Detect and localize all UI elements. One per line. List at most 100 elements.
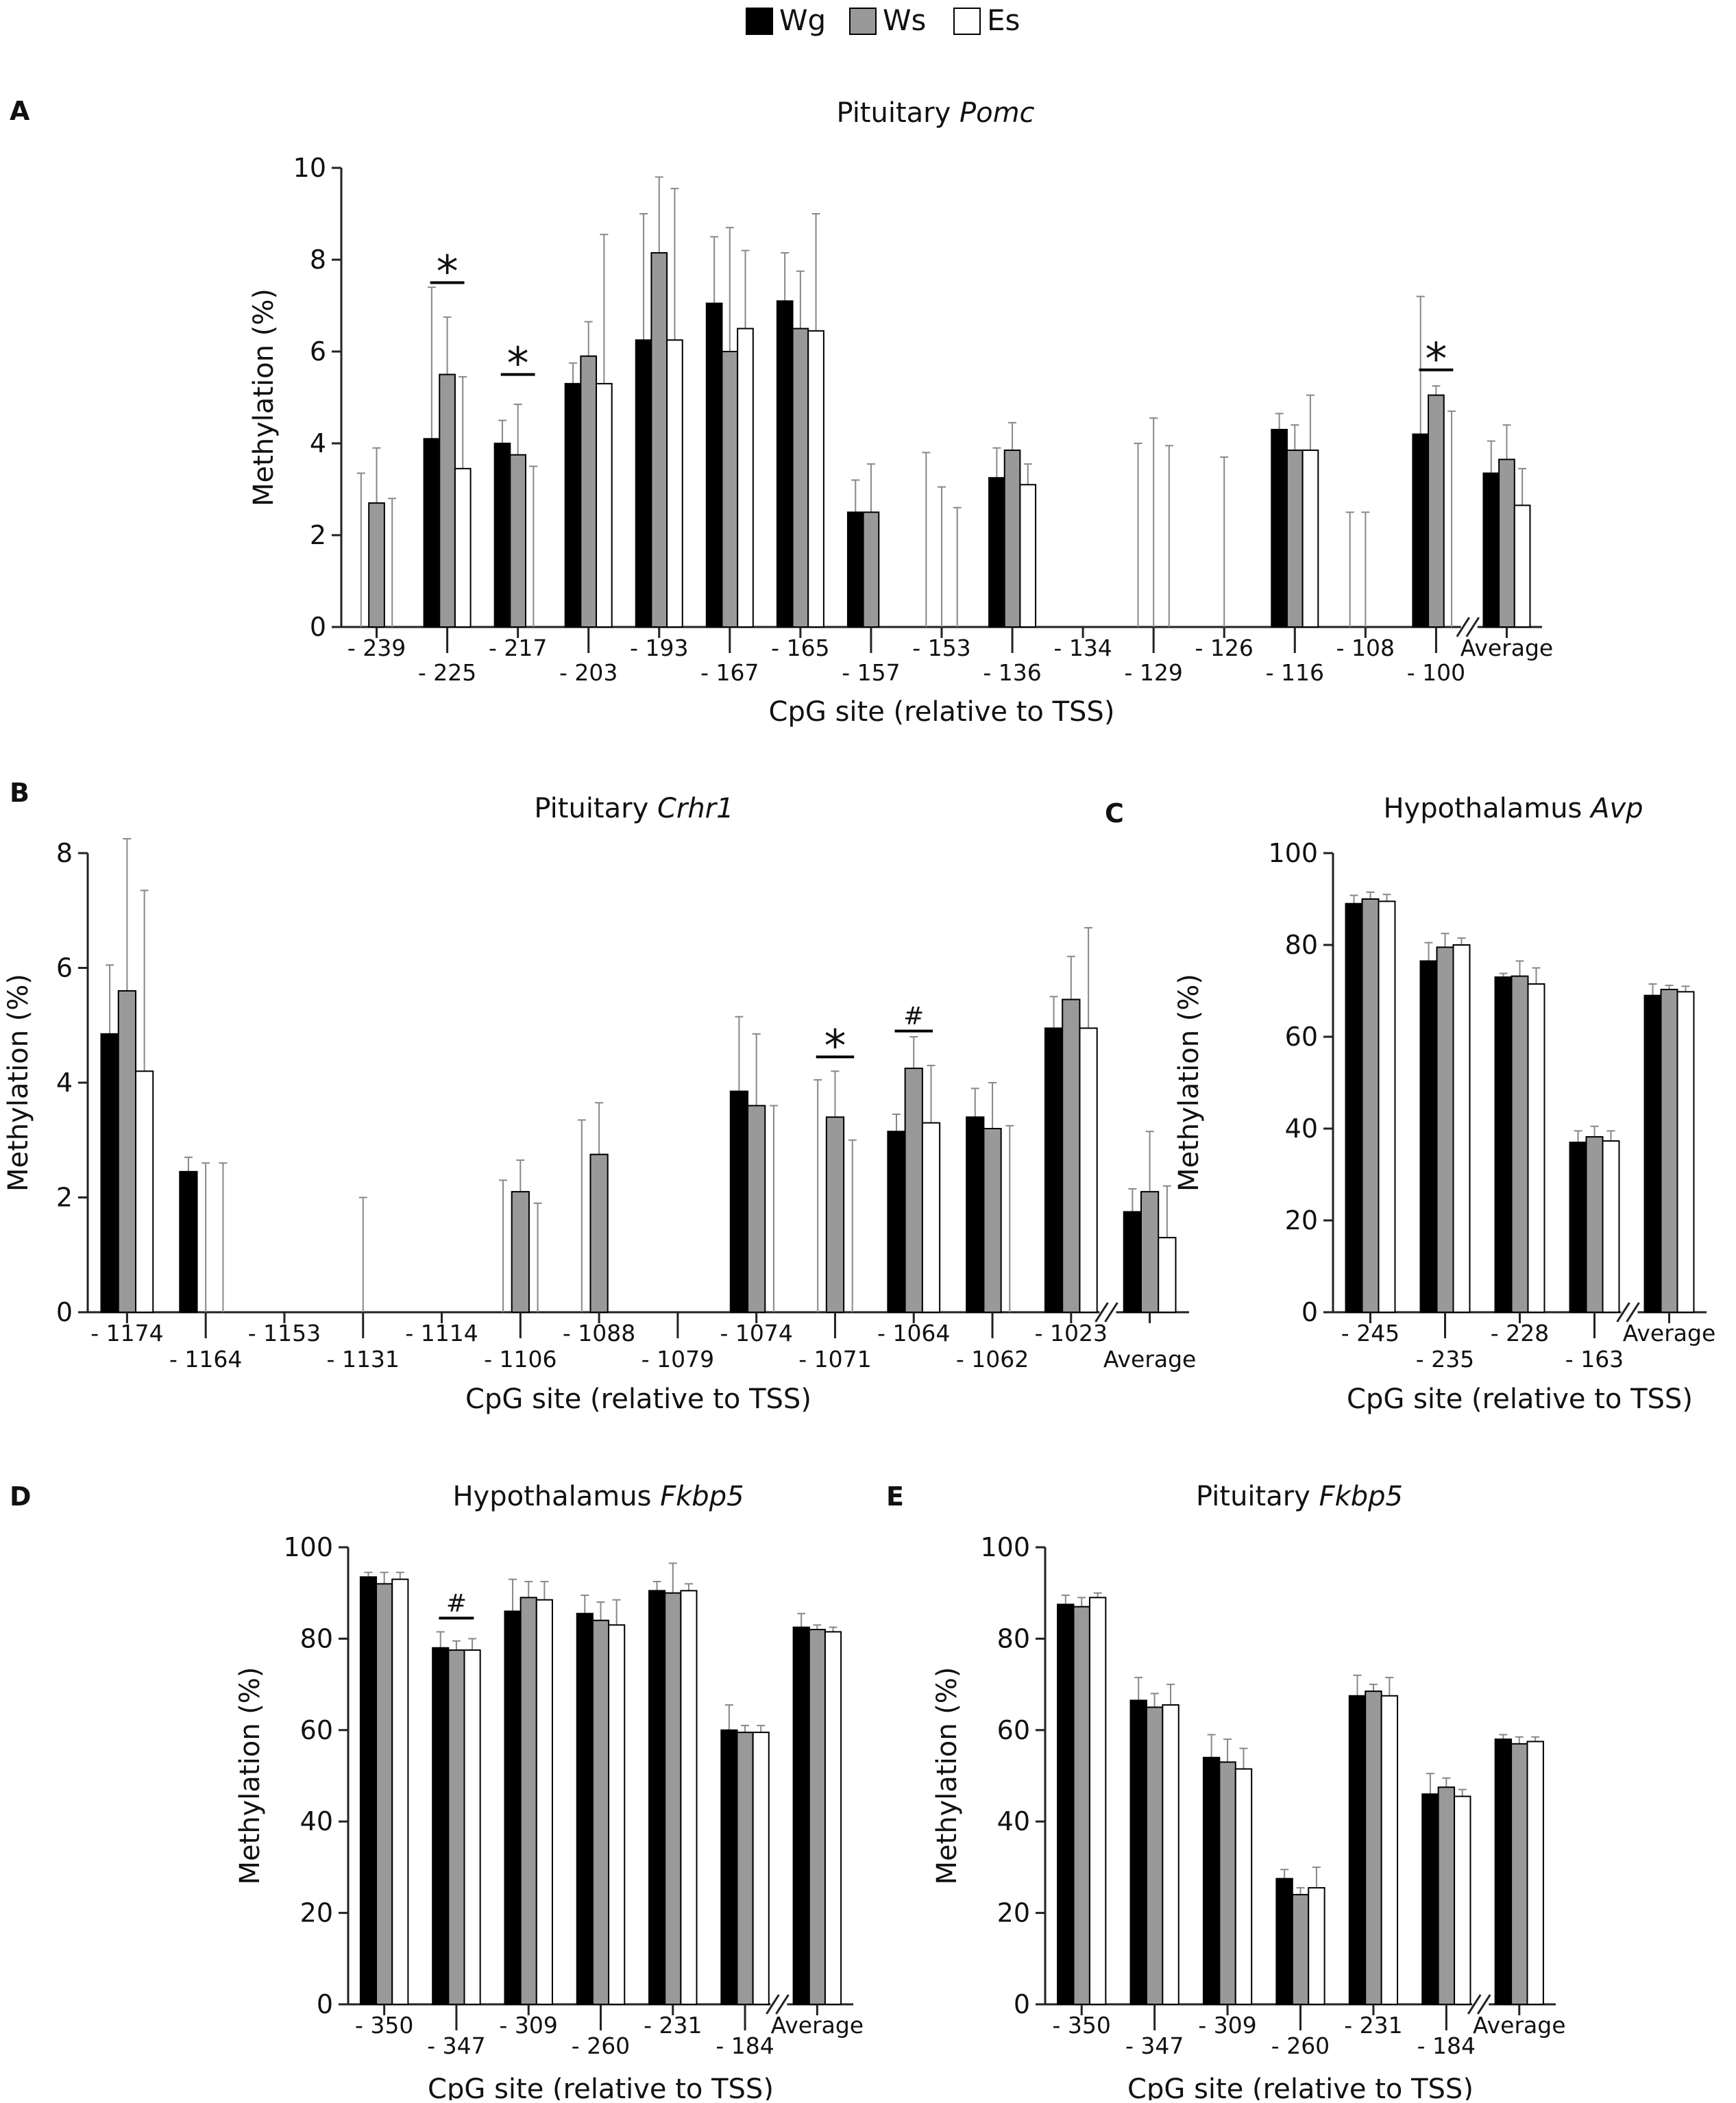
axis-break-mark — [1095, 1302, 1109, 1323]
bar-wg — [100, 1033, 119, 1313]
x-tick-label: - 108 — [1336, 635, 1395, 661]
y-tick-label: 4 — [56, 1068, 73, 1098]
bar-ws — [591, 1619, 610, 2005]
bar-ws — [117, 990, 137, 1313]
bar-es — [1301, 450, 1319, 628]
bar-ws — [736, 1732, 754, 2005]
bar-ws — [1436, 946, 1454, 1313]
x-tick-label: - 1114 — [405, 1320, 478, 1346]
significance-star: * — [824, 1021, 846, 1072]
chart-title: Hypothalamus Fkbp5 — [452, 1481, 744, 1512]
bar-ws — [1140, 1191, 1160, 1313]
panel-letter-a: A — [10, 96, 30, 126]
x-axis-label: CpG site (relative to TSS) — [1127, 2074, 1474, 2100]
panel-letter-e: E — [886, 1481, 904, 1512]
chart-title-gene: Pomc — [959, 97, 1035, 129]
bar-ws — [511, 1191, 530, 1313]
y-tick-label: 0 — [317, 1989, 333, 2019]
chart-title: Pituitary Pomc — [836, 97, 1034, 129]
x-tick-label: - 136 — [983, 659, 1041, 686]
x-tick-label: - 1023 — [1035, 1320, 1108, 1346]
x-tick-label: - 1062 — [956, 1346, 1029, 1373]
y-tick-label: 60 — [1285, 1022, 1318, 1052]
x-tick-label: Average — [1623, 1320, 1716, 1346]
y-tick-label: 8 — [310, 245, 326, 275]
bar-ws — [1291, 1893, 1310, 2005]
bar-ws — [808, 1629, 826, 2006]
y-axis-label: Methylation (%) — [234, 1667, 266, 1884]
bar-wg — [423, 438, 441, 628]
axis-break-mark — [775, 1994, 790, 2015]
x-axis-label: CpG site (relative to TSS) — [465, 1383, 811, 1415]
chart-title-gene: Fkbp5 — [1319, 1481, 1403, 1512]
bar-ws — [448, 1649, 465, 2005]
x-axis-label: CpG site (relative to TSS) — [1347, 1383, 1693, 1415]
x-tick-label: - 1131 — [327, 1346, 400, 1373]
axis-break-mark — [1465, 617, 1480, 637]
bar-ws — [1145, 1706, 1164, 2005]
bar-ws — [747, 1105, 766, 1313]
bar-wg — [1202, 1756, 1221, 2006]
axis-break-mark — [1616, 1302, 1630, 1323]
panel-letter-c: C — [1105, 798, 1124, 828]
y-tick-label: 40 — [300, 1806, 333, 1836]
bar-wg — [1569, 1142, 1587, 1313]
legend: Wg Ws Es — [746, 3, 1020, 37]
x-tick-label: - 1164 — [169, 1346, 242, 1373]
bar-es — [1676, 991, 1695, 1313]
x-tick-label: - 217 — [489, 635, 547, 661]
bar-es — [535, 1599, 553, 2006]
bar-es — [1454, 1795, 1471, 2005]
y-tick-label: 2 — [56, 1183, 73, 1213]
y-tick-label: 6 — [310, 336, 326, 367]
x-tick-label: - 1088 — [563, 1320, 635, 1346]
bar-es — [1526, 1741, 1544, 2006]
x-tick-label: - 1064 — [877, 1320, 950, 1346]
bar-es — [1162, 1704, 1179, 2005]
panel-letter-d: D — [10, 1481, 32, 1512]
bar-wg — [720, 1729, 738, 2006]
x-tick-label: - 1071 — [798, 1346, 871, 1373]
y-tick-label: 8 — [56, 838, 73, 868]
chart-panel-d: Hypothalamus Fkbp5 0 20 40 60 80 100 Methylatio… — [234, 1481, 864, 2103]
y-tick-label: 60 — [300, 1715, 333, 1745]
y-tick-label: 60 — [997, 1715, 1030, 1745]
x-tick-label: - 203 — [559, 659, 618, 686]
bar-es — [752, 1732, 770, 2005]
bar-wg — [635, 339, 652, 628]
x-tick-label: - 231 — [644, 2012, 702, 2039]
axis-break-mark — [1456, 617, 1471, 637]
bar-es — [1527, 983, 1545, 1313]
x-tick-label: - 116 — [1266, 659, 1324, 686]
bar-ws — [1511, 975, 1529, 1314]
bar-es — [135, 1070, 154, 1313]
bar-ws — [376, 1583, 393, 2006]
y-tick-label: 80 — [997, 1623, 1030, 1653]
bar-ws — [1062, 998, 1081, 1313]
bar-wg — [1419, 960, 1438, 1313]
x-tick-label: - 126 — [1195, 635, 1254, 661]
x-tick-label: - 239 — [347, 635, 406, 661]
x-tick-label: - 129 — [1124, 659, 1182, 686]
chart-title: Pituitary Crhr1 — [534, 793, 733, 824]
bar-es — [1380, 1695, 1399, 2005]
legend-label-es: Es — [987, 3, 1020, 37]
x-tick-label: - 157 — [842, 659, 900, 686]
chart-title: Pituitary Fkbp5 — [1196, 1481, 1403, 1512]
bar-wg — [1044, 1027, 1064, 1313]
bar-wg — [179, 1170, 198, 1313]
bar-wg — [887, 1131, 906, 1313]
y-tick-label: 100 — [283, 1532, 333, 1562]
bar-es — [1234, 1768, 1253, 2006]
y-tick-label: 0 — [310, 612, 326, 642]
x-tick-label: - 235 — [1416, 1346, 1474, 1373]
x-tick-label: - 260 — [1271, 2032, 1330, 2059]
chart-title: Hypothalamus Avp — [1383, 793, 1643, 824]
bar-es — [596, 382, 613, 628]
chart-title-plain: Hypothalamus — [452, 1481, 660, 1512]
bar-es — [921, 1122, 941, 1313]
bar-es — [680, 1590, 698, 2005]
bar-es — [463, 1649, 481, 2005]
x-tick-label: - 167 — [700, 659, 759, 686]
